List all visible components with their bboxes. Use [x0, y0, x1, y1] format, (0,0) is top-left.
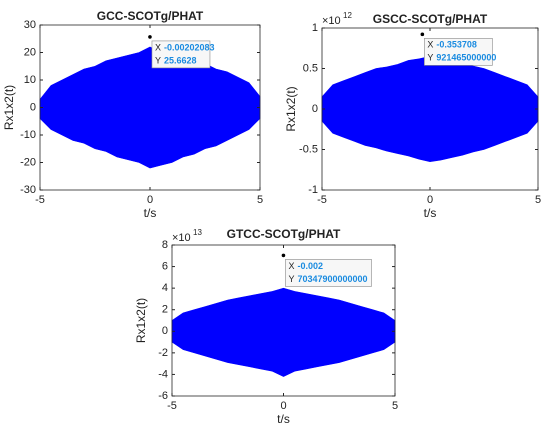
x-axis-label: t/s	[277, 412, 290, 426]
y-tick-label: 20	[24, 46, 36, 58]
y-tick-label: 0	[312, 103, 318, 115]
y-tick-label: 4	[162, 282, 168, 294]
datatip-y-key: Y	[155, 55, 161, 65]
exponent-base: ×10	[322, 15, 341, 27]
exponent-base: ×10	[172, 232, 191, 244]
y-axis-label: Rx1x2(t)	[284, 86, 298, 131]
exponent-power: 12	[343, 11, 352, 20]
y-tick-label: -6	[158, 390, 168, 402]
datatip-y-value: 921465000000	[436, 53, 496, 63]
x-tick-label: 5	[392, 400, 398, 412]
chart-title: GSCC-SCOTg/PHAT	[373, 12, 488, 26]
datatip-y-key: Y	[288, 274, 294, 284]
y-axis-label: Rx1x2(t)	[134, 298, 148, 343]
datatip-box	[424, 38, 493, 66]
y-tick-label: -20	[20, 156, 36, 168]
x-tick-label: 0	[427, 194, 433, 206]
datatip-x-value: -0.002	[297, 261, 323, 271]
x-tick-label: 5	[535, 194, 541, 206]
datatip-box	[151, 40, 211, 69]
y-tick-label: 8	[162, 239, 168, 251]
y-tick-label: 0	[162, 325, 168, 337]
subplot: -5 0 5 -6 -4 -2 0 2 4 6 8 GTCC-SCOTg/PHAT t/s Rx1x2(t…	[134, 227, 398, 426]
y-tick-label: -10	[20, 129, 36, 141]
y-tick-label: 10	[24, 74, 36, 86]
chart-title: GCC-SCOTg/PHAT	[97, 9, 204, 23]
y-tick-label: -0.5	[299, 143, 318, 155]
datatip-y-value: 25.6628	[164, 55, 197, 65]
chart-title: GTCC-SCOTg/PHAT	[227, 227, 341, 241]
datatip-x-key: X	[155, 42, 161, 52]
subplot: -5 0 5 -1 -0.5 0 0.5 1 GSCC-SCOTg/PHAT t/s Rx1x2(t…	[284, 11, 541, 220]
y-tick-label: 2	[162, 304, 168, 316]
datatip-x-value: -0.353708	[436, 40, 477, 50]
datatip-x-key: X	[427, 40, 433, 50]
x-tick-label: 0	[280, 400, 286, 412]
y-tick-label: 6	[162, 260, 168, 272]
y-axis-label: Rx1x2(t)	[2, 85, 16, 130]
x-tick-label: -5	[167, 400, 177, 412]
datatip-point	[148, 35, 152, 39]
datatip-y-key: Y	[427, 53, 433, 63]
y-tick-label: 0.5	[303, 62, 318, 74]
y-tick-label: 0	[30, 101, 36, 113]
y-tick-label: -2	[158, 347, 168, 359]
x-axis-label: t/s	[144, 206, 157, 220]
x-tick-label: -5	[317, 194, 327, 206]
subplot: -5 0 5 -30 -20 -10 0 10 20 30 GCC-SCOTg/PHAT t/s Rx1…	[2, 9, 263, 220]
datatip-point	[281, 253, 286, 258]
y-tick-label: -30	[20, 184, 36, 196]
x-tick-label: 5	[257, 194, 263, 206]
y-tick-label: -4	[158, 368, 168, 380]
y-tick-label: 30	[24, 19, 36, 31]
datatip-point	[420, 32, 425, 37]
exponent-power: 13	[193, 228, 202, 237]
y-tick-label: 1	[312, 22, 318, 34]
datatip-y-value: 70347900000000	[297, 274, 367, 284]
y-tick-label: -1	[308, 184, 318, 196]
x-tick-label: 0	[147, 194, 153, 206]
datatip-x-value: -0.00202083	[164, 42, 215, 52]
datatip-x-key: X	[288, 261, 294, 271]
x-axis-label: t/s	[424, 206, 437, 220]
datatip-box	[285, 259, 372, 287]
x-tick-label: -5	[35, 194, 45, 206]
